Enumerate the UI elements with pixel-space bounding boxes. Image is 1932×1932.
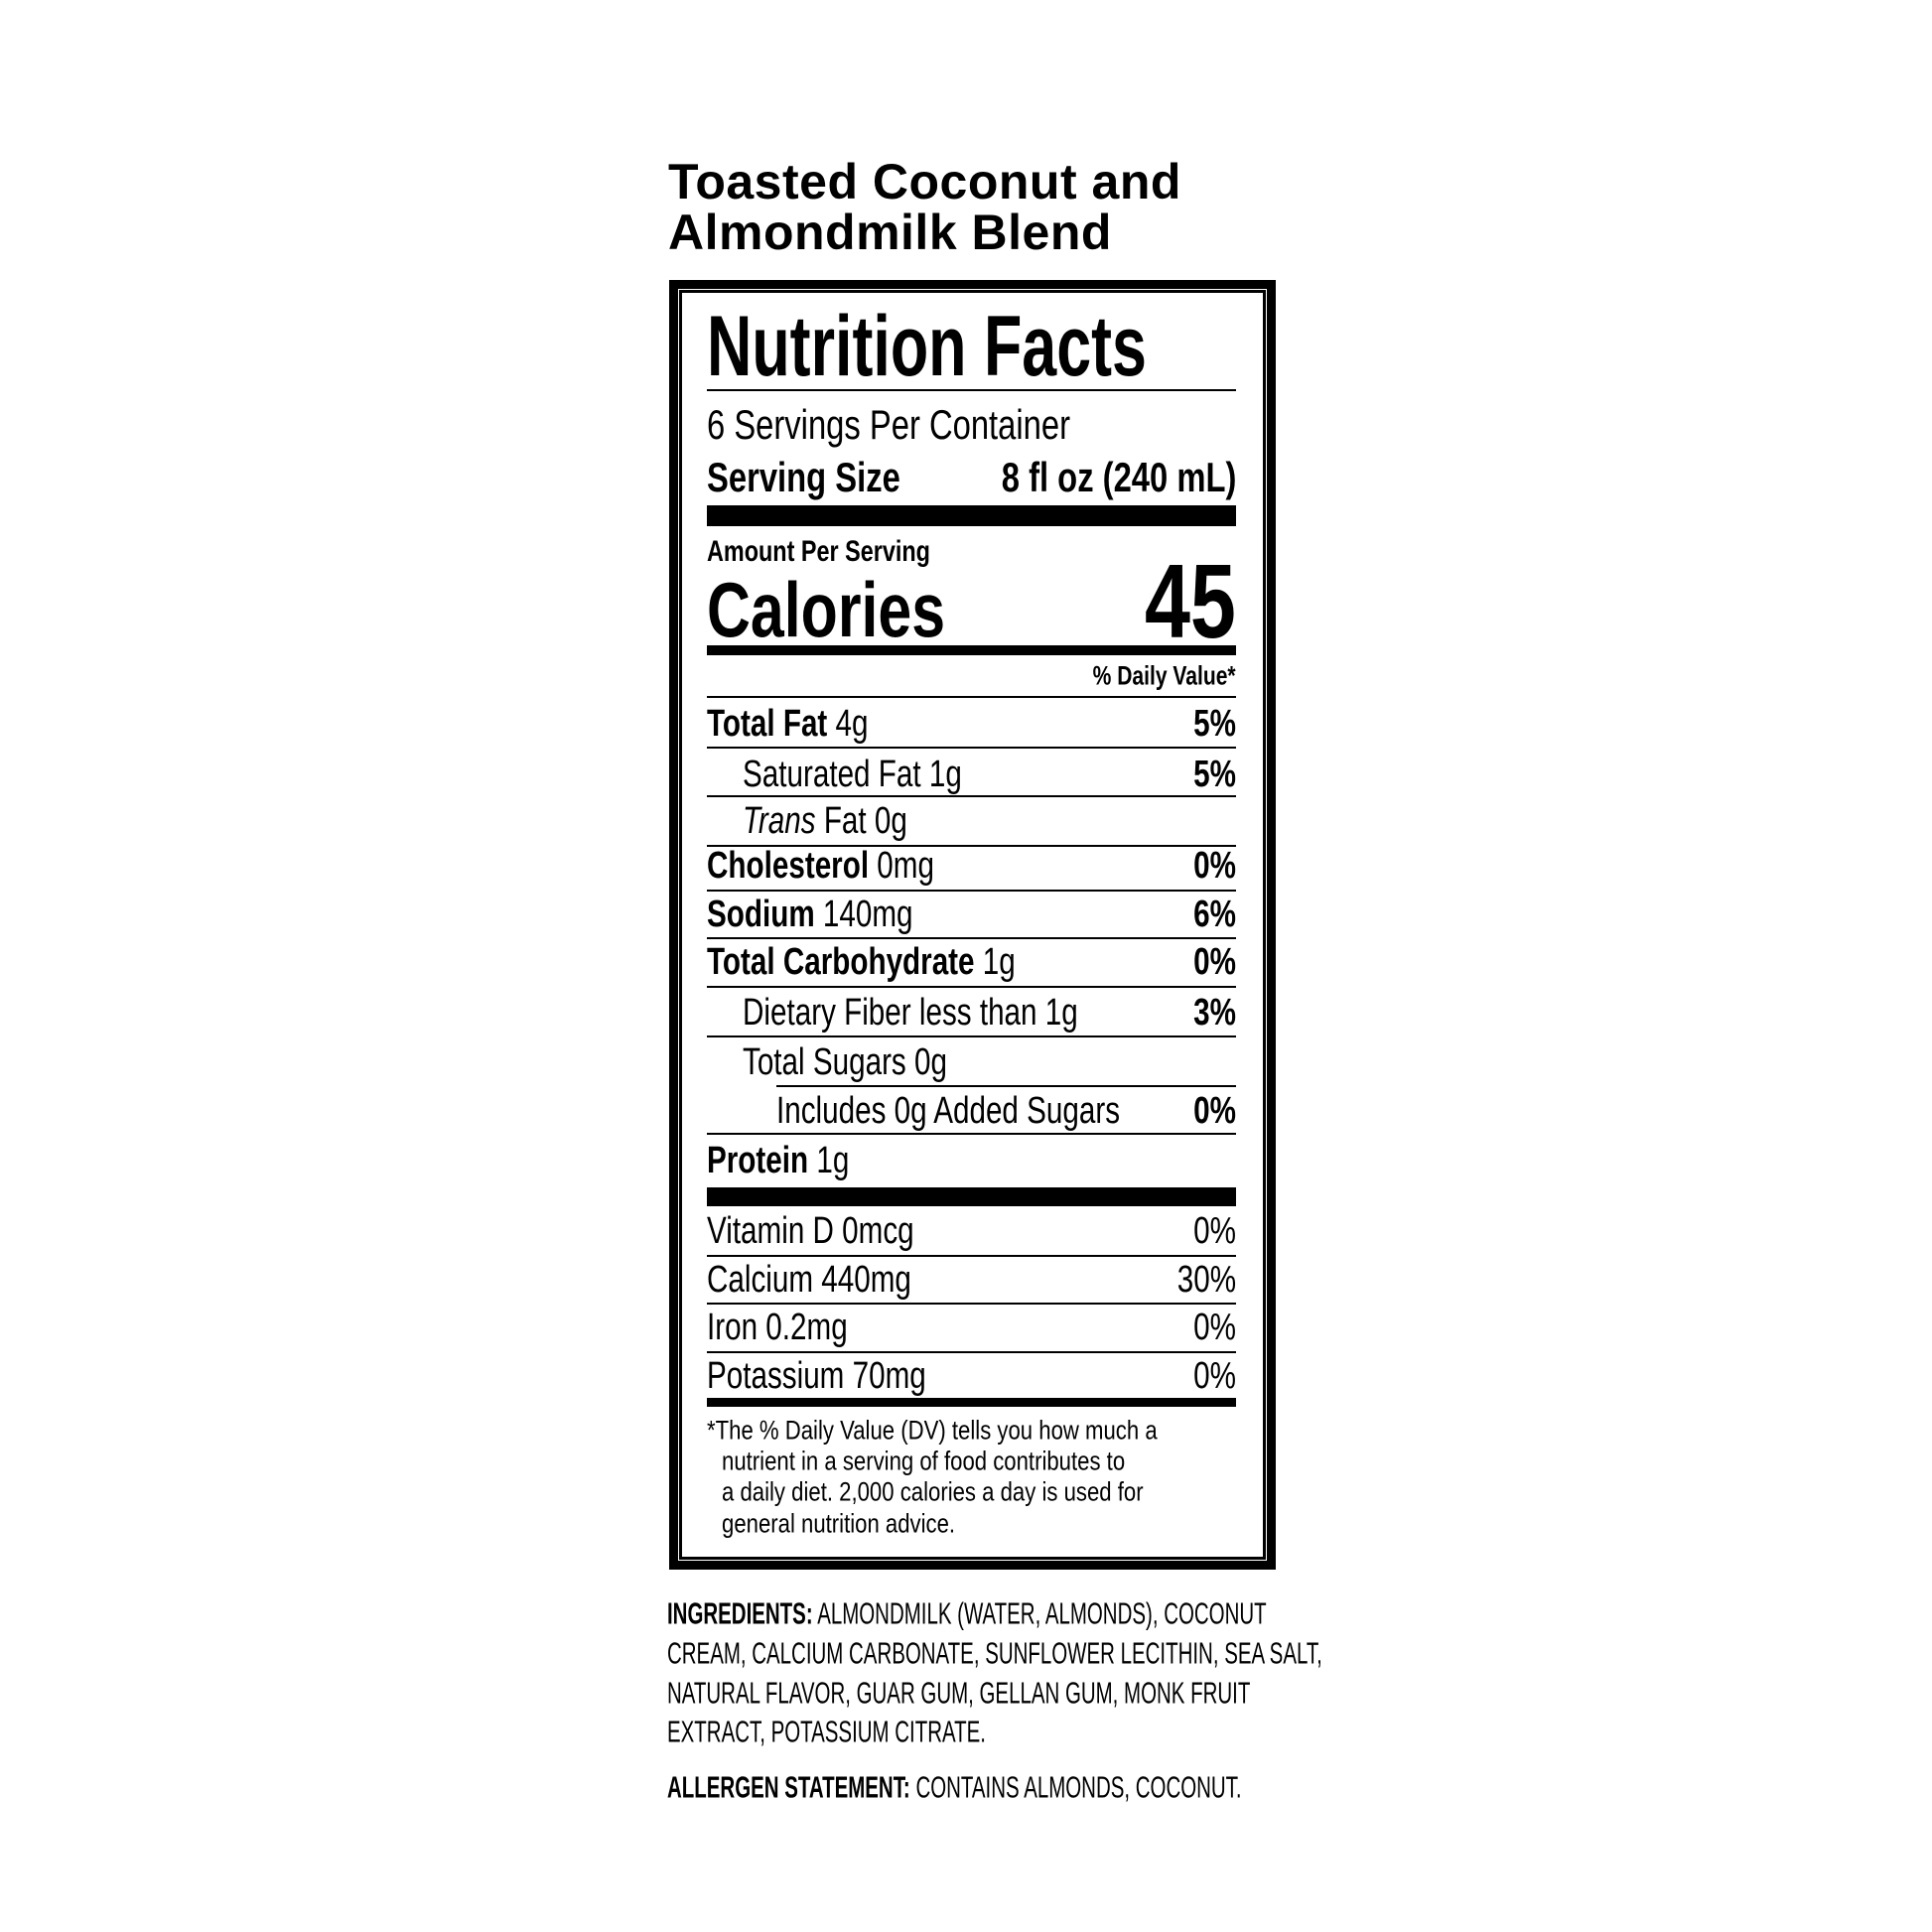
allergen-label: ALLERGEN STATEMENT: xyxy=(667,1769,910,1805)
thick-divider xyxy=(707,505,1236,526)
divider xyxy=(707,986,1236,988)
divider xyxy=(707,937,1236,939)
divider xyxy=(707,890,1236,892)
nutrient-daily-value: 0% xyxy=(1193,845,1236,887)
ingredients-label: INGREDIENTS: xyxy=(667,1595,813,1631)
nutrient-amount: 1g xyxy=(982,941,1016,983)
vitamin-row-label: Calcium 440mg xyxy=(707,1259,911,1301)
divider xyxy=(707,1035,1236,1037)
medium-divider xyxy=(707,1398,1236,1407)
ingredients-line-4: EXTRACT, POTASSIUM CITRATE. xyxy=(667,1714,986,1749)
nutrient-row-label: Trans Fat 0g xyxy=(743,802,907,840)
nutrient-name: Total Carbohydrate xyxy=(707,941,975,983)
divider xyxy=(707,696,1236,698)
divider xyxy=(707,1133,1236,1135)
nutrient-row-label: Total Fat 4g xyxy=(707,705,869,743)
vitamin-row-label: Potassium 70mg xyxy=(707,1355,926,1397)
vitamin-row-label: Vitamin D 0mcg xyxy=(707,1210,914,1252)
nutrient-row-label: Protein 1g xyxy=(707,1142,849,1179)
nutrient-daily-value: 6% xyxy=(1193,894,1236,935)
nutrition-label-outer-border xyxy=(669,280,1276,1570)
nutrient-amount: 4g xyxy=(835,703,869,745)
nutrient-amount: 0g xyxy=(914,1041,947,1083)
medium-divider xyxy=(707,645,1236,655)
thick-divider xyxy=(707,1187,1236,1206)
nutrient-row-label: Sodium 140mg xyxy=(707,896,913,933)
amount-per-serving: Amount Per Serving xyxy=(707,535,930,568)
vitamin-daily-value: 0% xyxy=(1193,1307,1236,1348)
nutrient-amount: 1g xyxy=(816,1140,850,1181)
product-name-line-1: Toasted Coconut and xyxy=(668,154,1181,209)
serving-size-value: 8 fl oz (240 mL) xyxy=(1001,454,1236,500)
nutrient-name: Cholesterol xyxy=(707,845,870,887)
nutrient-name: Includes 0g Added Sugars xyxy=(776,1090,1121,1132)
product-name-line-2: Almondmilk Blend xyxy=(668,205,1112,260)
ingredients-line-2: CREAM, CALCIUM CARBONATE, SUNFLOWER LECI… xyxy=(667,1635,1322,1671)
vitamin-row-label: Iron 0.2mg xyxy=(707,1307,848,1348)
nutrient-daily-value: 3% xyxy=(1193,992,1236,1034)
nutrient-name: Total Sugars xyxy=(743,1041,906,1083)
nutrient-name: Dietary Fiber xyxy=(743,992,911,1034)
allergen-statement: ALLERGEN STATEMENT: CONTAINS ALMONDS, CO… xyxy=(667,1772,1242,1803)
servings-per-container: 6 Servings Per Container xyxy=(707,401,1071,448)
divider xyxy=(776,1085,1236,1087)
nutrient-row-label: Saturated Fat 1g xyxy=(743,756,962,793)
nutrient-amount: less than 1g xyxy=(918,992,1078,1034)
nutrient-row-label: Total Sugars 0g xyxy=(743,1043,947,1081)
nutrient-amount: 0g xyxy=(874,800,907,842)
divider xyxy=(707,389,1236,391)
daily-value-header: % Daily Value* xyxy=(1093,660,1236,691)
serving-size-label: Serving Size xyxy=(707,454,900,500)
nutrient-name: Saturated Fat xyxy=(743,754,921,795)
footnote-line: a daily diet. 2,000 calories a day is us… xyxy=(722,1476,1144,1507)
vitamin-daily-value: 0% xyxy=(1193,1210,1236,1252)
nutrient-name-italic: Trans xyxy=(743,800,816,842)
ingredients-line-1: INGREDIENTS: ALMONDMILK (WATER, ALMONDS)… xyxy=(667,1598,1267,1629)
divider xyxy=(707,1351,1236,1353)
footnote-line: general nutrition advice. xyxy=(722,1508,956,1539)
calories-label: Calories xyxy=(707,566,946,653)
nutrient-row-label: Cholesterol 0mg xyxy=(707,847,934,885)
nutrient-row-label: Dietary Fiber less than 1g xyxy=(743,994,1078,1032)
nutrient-name: Total Fat xyxy=(707,703,828,745)
nutrient-daily-value: 5% xyxy=(1193,703,1236,745)
nutrient-amount: 140mg xyxy=(822,894,913,935)
divider xyxy=(707,795,1236,797)
nutrient-daily-value: 5% xyxy=(1193,754,1236,795)
nutrient-name: Protein xyxy=(707,1140,809,1181)
divider xyxy=(707,747,1236,749)
nutrient-row-label: Includes 0g Added Sugars xyxy=(776,1092,1120,1130)
divider xyxy=(707,845,1236,847)
nutrition-facts-heading: Nutrition Facts xyxy=(707,299,1147,394)
footnote-line: *The % Daily Value (DV) tells you how mu… xyxy=(707,1415,1158,1446)
nutrient-name: Fat xyxy=(823,800,867,842)
ingredients-text: ALMONDMILK (WATER, ALMONDS), COCONUT xyxy=(817,1595,1267,1631)
nutrition-label-inner-border xyxy=(679,290,1266,1560)
vitamin-daily-value: 0% xyxy=(1193,1355,1236,1397)
allergen-text: CONTAINS ALMONDS, COCONUT. xyxy=(915,1769,1242,1805)
nutrient-amount: 0mg xyxy=(877,845,934,887)
nutrient-row-label: Total Carbohydrate 1g xyxy=(707,943,1016,981)
nutrient-daily-value: 0% xyxy=(1193,1090,1236,1132)
divider xyxy=(707,1303,1236,1305)
calories-value: 45 xyxy=(1145,543,1236,660)
footnote-line: nutrient in a serving of food contribute… xyxy=(722,1446,1126,1476)
vitamin-daily-value: 30% xyxy=(1176,1259,1236,1301)
nutrient-daily-value: 0% xyxy=(1193,941,1236,983)
divider xyxy=(707,1255,1236,1257)
ingredients-line-3: NATURAL FLAVOR, GUAR GUM, GELLAN GUM, MO… xyxy=(667,1675,1251,1711)
nutrient-name: Sodium xyxy=(707,894,815,935)
nutrient-amount: 1g xyxy=(928,754,962,795)
